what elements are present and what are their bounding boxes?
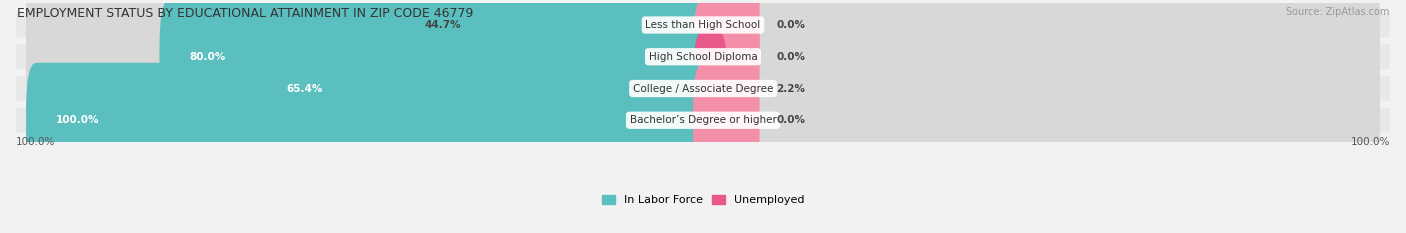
Text: Less than High School: Less than High School (645, 20, 761, 30)
FancyBboxPatch shape (693, 63, 759, 178)
Text: High School Diploma: High School Diploma (648, 52, 758, 62)
FancyBboxPatch shape (15, 13, 1391, 37)
FancyBboxPatch shape (27, 0, 1379, 82)
FancyBboxPatch shape (27, 63, 713, 178)
Text: College / Associate Degree: College / Associate Degree (633, 83, 773, 93)
FancyBboxPatch shape (693, 0, 759, 82)
FancyBboxPatch shape (693, 0, 759, 114)
FancyBboxPatch shape (257, 31, 713, 146)
Text: Source: ZipAtlas.com: Source: ZipAtlas.com (1285, 7, 1389, 17)
FancyBboxPatch shape (693, 31, 728, 146)
FancyBboxPatch shape (15, 108, 1391, 133)
FancyBboxPatch shape (27, 0, 1379, 114)
Text: 100.0%: 100.0% (15, 137, 55, 147)
Legend: In Labor Force, Unemployed: In Labor Force, Unemployed (598, 190, 808, 209)
Text: 0.0%: 0.0% (776, 20, 806, 30)
FancyBboxPatch shape (27, 31, 1379, 146)
Text: 100.0%: 100.0% (56, 115, 100, 125)
FancyBboxPatch shape (15, 44, 1391, 69)
Text: Bachelor’s Degree or higher: Bachelor’s Degree or higher (630, 115, 776, 125)
Text: 0.0%: 0.0% (776, 115, 806, 125)
Text: 0.0%: 0.0% (776, 52, 806, 62)
FancyBboxPatch shape (27, 63, 1379, 178)
Text: EMPLOYMENT STATUS BY EDUCATIONAL ATTAINMENT IN ZIP CODE 46779: EMPLOYMENT STATUS BY EDUCATIONAL ATTAINM… (17, 7, 474, 20)
Text: 80.0%: 80.0% (190, 52, 226, 62)
FancyBboxPatch shape (15, 76, 1391, 101)
FancyBboxPatch shape (395, 0, 713, 82)
Text: 44.7%: 44.7% (425, 20, 461, 30)
FancyBboxPatch shape (159, 0, 713, 114)
Text: 100.0%: 100.0% (1351, 137, 1391, 147)
Text: 2.2%: 2.2% (776, 83, 806, 93)
Text: 65.4%: 65.4% (287, 83, 323, 93)
